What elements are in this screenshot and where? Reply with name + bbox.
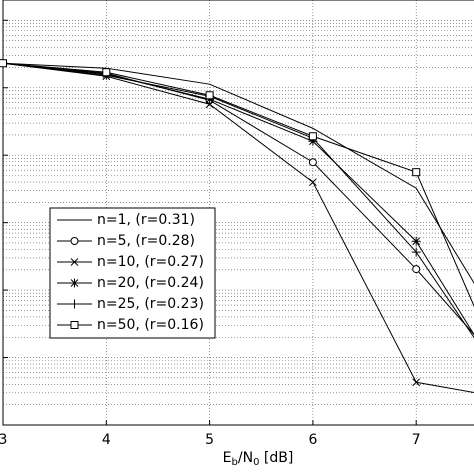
series [0,59,474,308]
legend-label: n=25, (r=0.23) [97,296,204,312]
line [2,62,474,394]
line [2,62,474,284]
x-label-part: [dB] [259,450,293,466]
legend-label: n=50, (r=0.16) [97,317,204,333]
x-tick-label: 4 [102,432,111,448]
legend-label: n=5, (r=0.28) [97,233,195,249]
marker [308,158,317,167]
marker [102,68,111,77]
marker [70,299,79,309]
x-tick-label: 3 [0,432,7,448]
x-label-part: /N [238,450,253,466]
line [2,62,474,336]
x-label-part: 0 [253,457,259,468]
line [2,62,474,308]
legend-label: n=10, (r=0.27) [97,254,204,270]
marker [309,178,317,187]
marker [412,168,421,177]
marker [205,91,214,100]
marker [70,321,79,329]
marker [308,132,317,141]
marker [0,59,7,68]
marker [70,237,79,245]
marker [70,258,79,266]
x-tick-label: 7 [412,432,421,448]
series [2,62,474,284]
x-axis-label: Eb/N0 [dB] [223,450,294,468]
legend-box [49,207,216,339]
marker [411,247,421,257]
marker [412,265,421,274]
x-tick-label: 6 [308,432,317,448]
line [2,62,474,339]
legend-label: n=20, (r=0.24) [97,275,204,291]
x-tick-label: 5 [205,432,214,448]
marker [412,378,421,387]
marker [411,236,421,246]
plot-frame [2,0,474,426]
x-label-part: b [232,457,238,468]
legend-label: n=1, (r=0.31) [97,212,195,228]
legend: n=1, (r=0.31) n=5, (r=0.28) n=10, (r=0.27)… [49,207,216,339]
marker [70,278,79,288]
x-label-part: E [223,450,232,466]
line [2,62,474,336]
